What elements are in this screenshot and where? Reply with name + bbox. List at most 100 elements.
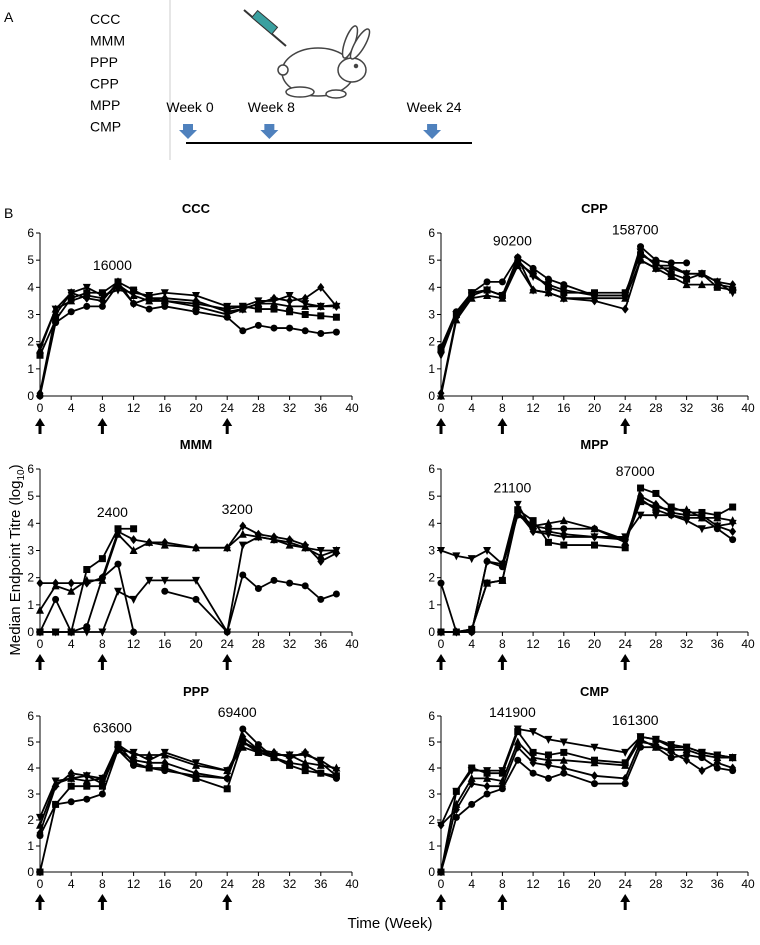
marker: [317, 595, 325, 603]
marker: [698, 510, 706, 520]
marker: [317, 758, 325, 768]
x-tick-label: 8: [99, 401, 106, 415]
x-tick-label: 0: [37, 877, 44, 891]
marker: [67, 296, 76, 305]
series-line: [440, 746, 733, 873]
marker: [192, 543, 200, 553]
x-tick-label: 0: [37, 401, 44, 415]
marker: [83, 623, 91, 631]
marker: [513, 500, 522, 509]
marker: [36, 813, 44, 822]
marker: [161, 764, 169, 772]
marker: [254, 585, 262, 593]
marker: [513, 737, 522, 746]
marker: [301, 747, 309, 757]
marker: [98, 302, 106, 310]
y-tick-label: 6: [428, 226, 435, 240]
y-tick-label: 3: [27, 308, 34, 322]
y-tick-label: 2: [27, 571, 34, 585]
marker: [316, 302, 325, 311]
y-tick-label: 3: [428, 544, 435, 558]
series-line: [40, 535, 337, 635]
marker: [483, 285, 491, 295]
marker: [529, 264, 537, 272]
marker: [67, 628, 76, 637]
marker: [559, 286, 568, 295]
marker: [317, 330, 325, 338]
y-tick-label: 0: [27, 389, 34, 403]
x-tick-label: 32: [680, 877, 694, 891]
annotation: 16000: [93, 257, 132, 273]
annotation: 21100: [493, 479, 531, 495]
series-line: [440, 250, 734, 356]
marker: [114, 526, 122, 536]
marker: [161, 758, 169, 768]
marker: [82, 628, 91, 637]
panel-label: A: [4, 9, 14, 25]
y-tick-label: 2: [27, 335, 34, 349]
chart-title: MPP: [580, 437, 609, 452]
marker: [637, 491, 645, 501]
dose-arrow: [97, 894, 108, 910]
marker: [591, 541, 598, 549]
marker: [52, 316, 60, 324]
x-tick-label: 0: [37, 637, 44, 651]
y-tick-label: 1: [27, 362, 34, 376]
marker: [145, 764, 153, 772]
marker: [270, 324, 278, 332]
marker: [223, 773, 231, 783]
marker: [160, 748, 169, 757]
marker: [317, 312, 325, 320]
marker: [83, 578, 91, 588]
marker: [483, 790, 491, 798]
y-tick-label: 3: [27, 787, 34, 801]
x-tick-label: 32: [283, 877, 297, 891]
marker: [67, 578, 75, 588]
marker: [145, 293, 153, 303]
x-tick-label: 4: [68, 637, 75, 651]
marker: [145, 576, 154, 585]
x-tick-label: 8: [499, 637, 506, 651]
series-line: [39, 562, 337, 634]
y-tick-label: 5: [428, 735, 435, 749]
marker: [729, 763, 737, 773]
marker: [130, 525, 138, 533]
x-tick-label: 8: [499, 401, 506, 415]
marker: [560, 769, 568, 777]
marker: [67, 586, 76, 595]
marker: [468, 779, 476, 789]
marker: [713, 751, 722, 760]
y-tick-label: 0: [27, 625, 34, 639]
marker: [529, 521, 538, 530]
marker: [67, 774, 76, 783]
marker: [270, 532, 278, 542]
marker: [67, 308, 75, 316]
x-tick-label: 24: [619, 637, 633, 651]
marker: [483, 767, 492, 776]
marker: [36, 351, 44, 359]
marker: [332, 328, 340, 336]
y-tick-label: 2: [27, 813, 34, 827]
annotation: 63600: [93, 720, 132, 736]
marker: [652, 740, 660, 750]
marker: [301, 582, 309, 590]
group-label: CCC: [90, 11, 120, 27]
marker: [36, 828, 44, 838]
dose-arrow: [222, 418, 233, 434]
marker: [683, 269, 691, 279]
x-tick-label: 20: [189, 401, 203, 415]
y-axis-label-text: ): [7, 464, 24, 469]
marker: [498, 776, 507, 785]
marker: [636, 248, 645, 257]
x-tick-label: 40: [741, 401, 755, 415]
marker: [621, 304, 629, 314]
marker: [145, 305, 153, 313]
x-tick-label: 24: [221, 401, 235, 415]
marker: [161, 302, 169, 310]
marker: [238, 541, 247, 550]
x-tick-label: 0: [438, 637, 445, 651]
marker: [729, 526, 737, 536]
marker: [114, 286, 122, 295]
